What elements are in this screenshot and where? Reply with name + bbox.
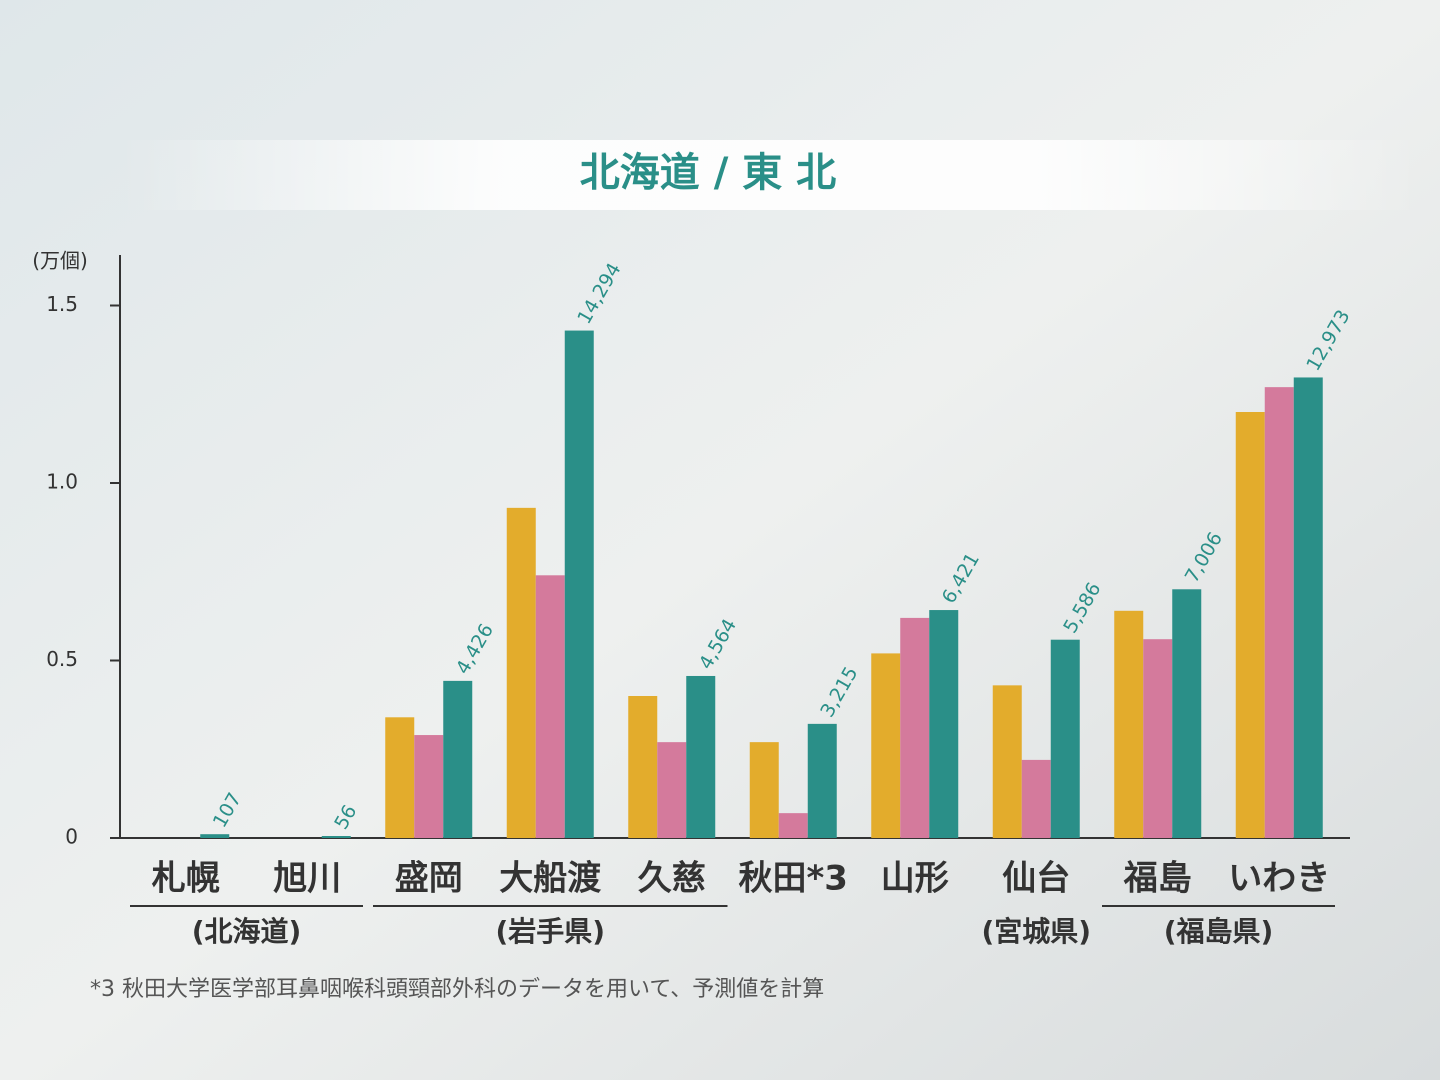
bar (1143, 639, 1173, 838)
chart-title: 北海道 / 東 北 (580, 150, 836, 196)
bar (1021, 759, 1051, 838)
x-tick-label: 福島 (1123, 859, 1192, 899)
y-tick-label: 1.5 (46, 292, 78, 316)
bar (414, 735, 444, 838)
x-tick-label: 秋田*3 (739, 859, 848, 899)
bar (1264, 387, 1294, 838)
group-label: (福島県) (1164, 915, 1274, 948)
bar (385, 717, 415, 838)
group-label: (宮城県) (981, 915, 1091, 948)
y-tick-label: 0.5 (46, 647, 78, 671)
bar (1050, 639, 1080, 838)
bar (200, 834, 230, 838)
bar (929, 610, 959, 838)
bar (1293, 377, 1323, 838)
x-tick-label: 大船渡 (499, 859, 601, 899)
bar (807, 723, 837, 838)
bar (1235, 412, 1265, 838)
bar (900, 617, 930, 838)
bar (778, 813, 808, 838)
y-tick-label: 0 (65, 825, 78, 849)
bar (535, 575, 565, 838)
x-tick-label: いわき (1228, 859, 1330, 899)
group-label: (岩手県) (495, 915, 605, 948)
bar (749, 742, 779, 838)
bar (564, 330, 594, 838)
x-tick-label: 久慈 (638, 859, 706, 899)
bar (506, 507, 536, 838)
bar (443, 680, 473, 838)
x-tick-label: 旭川 (273, 859, 341, 899)
bar (1114, 610, 1144, 838)
bar (992, 685, 1022, 838)
bar (628, 696, 658, 838)
bar (321, 836, 351, 838)
y-axis-label: (万個) (32, 249, 88, 273)
group-label: (北海道) (192, 915, 302, 948)
footnote: *3 秋田大学医学部耳鼻咽喉科頭頸部外科のデータを用いて、予測値を計算 (90, 977, 824, 1002)
bar (686, 675, 716, 838)
x-tick-label: 盛岡 (395, 859, 463, 899)
title-band (120, 140, 1420, 210)
x-tick-label: 札幌 (152, 859, 220, 899)
bar (871, 653, 901, 838)
x-tick-label: 山形 (881, 859, 949, 899)
y-tick-label: 1.0 (46, 470, 78, 494)
bar (1172, 589, 1202, 838)
bar (657, 742, 687, 838)
x-tick-label: 仙台 (1002, 859, 1070, 899)
